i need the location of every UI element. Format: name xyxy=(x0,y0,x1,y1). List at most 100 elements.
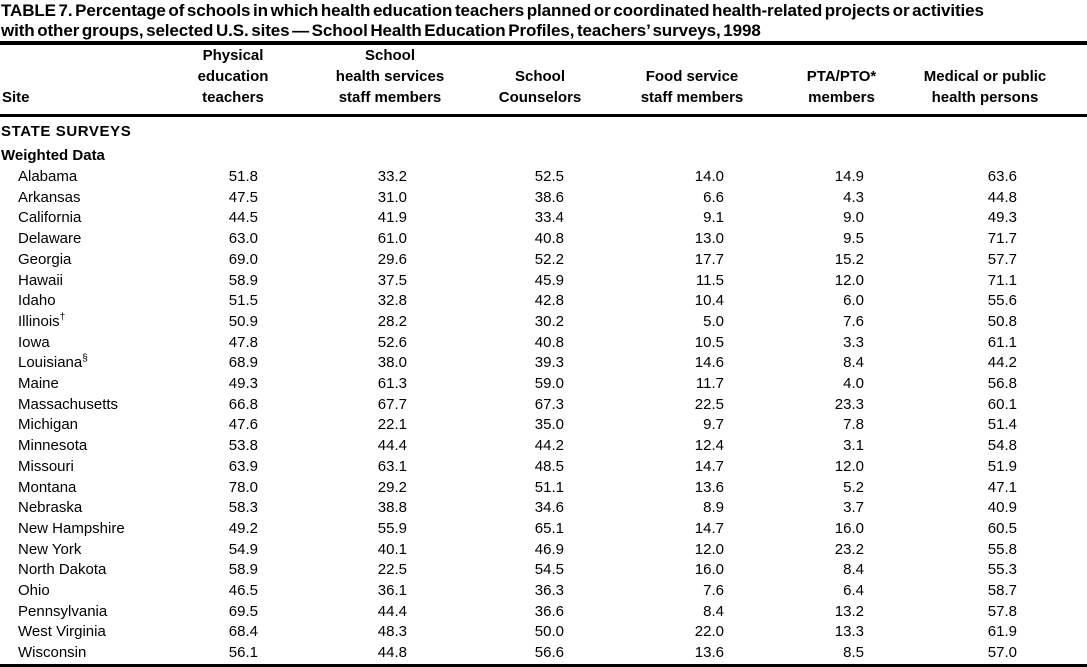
value-cell: 11.5 xyxy=(695,271,724,289)
value-cell: 14.6 xyxy=(694,354,724,372)
value-cell: 8.5 xyxy=(843,644,864,662)
value-cell: 28.2 xyxy=(377,312,407,330)
table-title: TABLE 7. Percentage of schools in which … xyxy=(0,0,1087,41)
table-row: Georgia 69.0 29.6 52.2 17.7 15.2 57.7 xyxy=(0,250,1087,271)
value-cell: 58.3 xyxy=(228,499,258,517)
value-cell: 30.2 xyxy=(534,312,564,330)
value-cell: 50.8 xyxy=(987,312,1017,330)
site-label: Georgia xyxy=(18,250,72,268)
site-label: Arkansas xyxy=(18,188,81,206)
value-cell: 56.8 xyxy=(987,375,1017,393)
value-cell: 63.9 xyxy=(228,457,258,475)
table-row: Michigan 47.6 22.1 35.0 9.7 7.8 51.4 xyxy=(0,415,1087,436)
table-row: Maine 49.3 61.3 59.0 11.7 4.0 56.8 xyxy=(0,374,1087,395)
value-cell: 29.6 xyxy=(377,250,407,268)
site-name-cell: Michigan xyxy=(0,415,168,436)
title-divider-rule xyxy=(0,41,1087,45)
value-cell: 7.6 xyxy=(703,582,724,600)
value-cell: 68.9 xyxy=(228,354,258,372)
table-row: Iowa 47.8 52.6 40.8 10.5 3.3 61.1 xyxy=(0,333,1087,354)
site-name-cell: North Dakota xyxy=(0,560,168,581)
value-cell: 46.9 xyxy=(534,540,564,558)
value-cell: 14.0 xyxy=(694,168,724,185)
table-row: Pennsylvania 69.5 44.4 36.6 8.4 13.2 57.8 xyxy=(0,602,1087,623)
value-cell: 3.1 xyxy=(843,437,864,455)
value-cell: 38.6 xyxy=(534,188,564,206)
site-name-cell: Georgia xyxy=(0,250,168,271)
value-cell: 7.6 xyxy=(843,312,864,330)
value-cell: 52.6 xyxy=(377,333,407,351)
value-cell: 22.1 xyxy=(377,416,407,434)
value-cell: 56.6 xyxy=(534,644,564,662)
value-cell: 22.0 xyxy=(694,623,724,641)
site-label: Pennsylvania xyxy=(18,602,108,620)
site-label: Minnesota xyxy=(18,437,88,455)
footnote-marker: † xyxy=(59,311,66,323)
value-cell: 48.5 xyxy=(534,457,564,475)
value-cell: 42.8 xyxy=(534,292,564,310)
value-cell: 14.7 xyxy=(694,457,724,475)
value-cell: 10.5 xyxy=(694,333,724,351)
value-cell: 57.7 xyxy=(987,250,1017,268)
value-cell: 38.0 xyxy=(377,354,407,372)
site-name-cell: Maine xyxy=(0,374,168,395)
site-name-cell: Pennsylvania xyxy=(0,602,168,623)
site-label: California xyxy=(18,209,82,227)
site-label: Louisiana xyxy=(18,354,83,372)
value-cell: 60.5 xyxy=(987,519,1017,537)
value-cell: 49.3 xyxy=(987,209,1017,227)
value-cell: 67.3 xyxy=(534,395,564,413)
value-cell: 65.1 xyxy=(534,519,564,537)
value-cell: 55.6 xyxy=(987,292,1017,310)
site-name-cell: Hawaii xyxy=(0,271,168,292)
site-label: Alabama xyxy=(18,168,78,185)
value-cell: 47.5 xyxy=(228,188,258,206)
value-cell: 8.4 xyxy=(843,354,864,372)
footnote-marker: § xyxy=(82,353,88,365)
value-cell: 40.1 xyxy=(377,540,407,558)
value-cell: 5.2 xyxy=(843,478,864,496)
value-cell: 61.3 xyxy=(377,375,407,393)
value-cell: 8.4 xyxy=(703,602,724,620)
column-header-school-health-services-staff: School health services staff members xyxy=(290,45,450,117)
value-cell: 13.0 xyxy=(694,230,724,248)
table-row: California 44.5 41.9 33.4 9.1 9.0 49.3 xyxy=(0,208,1087,229)
table-row: West Virginia 68.4 48.3 50.0 22.0 13.3 61.9 xyxy=(0,622,1087,643)
column-header-school-counselors: School Counselors xyxy=(450,45,610,117)
site-name-cell: Ohio xyxy=(0,581,168,602)
site-label: Ohio xyxy=(18,582,50,600)
site-name-cell: Delaware xyxy=(0,229,168,250)
value-cell: 58.9 xyxy=(228,271,258,289)
value-cell: 13.3 xyxy=(834,623,864,641)
value-cell: 60.1 xyxy=(987,395,1017,413)
site-label: Michigan xyxy=(18,416,79,434)
value-cell: 54.8 xyxy=(987,437,1017,455)
value-cell: 51.1 xyxy=(534,478,564,496)
value-cell: 44.4 xyxy=(377,602,407,620)
value-cell: 40.8 xyxy=(534,230,564,248)
value-cell: 36.6 xyxy=(534,602,564,620)
site-label: Illinois xyxy=(18,312,60,330)
column-header-pta-pto-members: PTA/PTO* members xyxy=(760,45,905,117)
site-label: Massachusetts xyxy=(18,395,119,413)
site-name-cell: Nebraska xyxy=(0,498,168,519)
value-cell: 29.2 xyxy=(377,478,407,496)
value-cell: 9.1 xyxy=(703,209,724,227)
subsection-row-weighted-data: Weighted Data xyxy=(0,143,1087,167)
value-cell: 12.0 xyxy=(694,540,724,558)
value-cell: 59.0 xyxy=(534,375,564,393)
value-cell: 4.3 xyxy=(843,188,864,206)
value-cell: 40.8 xyxy=(534,333,564,351)
value-cell: 51.4 xyxy=(987,416,1017,434)
value-cell: 32.8 xyxy=(377,292,407,310)
table-row: Montana 78.0 29.2 51.1 13.6 5.2 47.1 xyxy=(0,478,1087,499)
value-cell: 17.7 xyxy=(694,250,724,268)
value-cell: 3.3 xyxy=(843,333,864,351)
value-cell: 66.8 xyxy=(228,395,258,413)
value-cell: 58.7 xyxy=(987,582,1017,600)
value-cell: 54.5 xyxy=(534,561,564,579)
site-label: Missouri xyxy=(18,457,74,475)
value-cell: 47.8 xyxy=(228,333,258,351)
site-label: Delaware xyxy=(18,230,82,248)
